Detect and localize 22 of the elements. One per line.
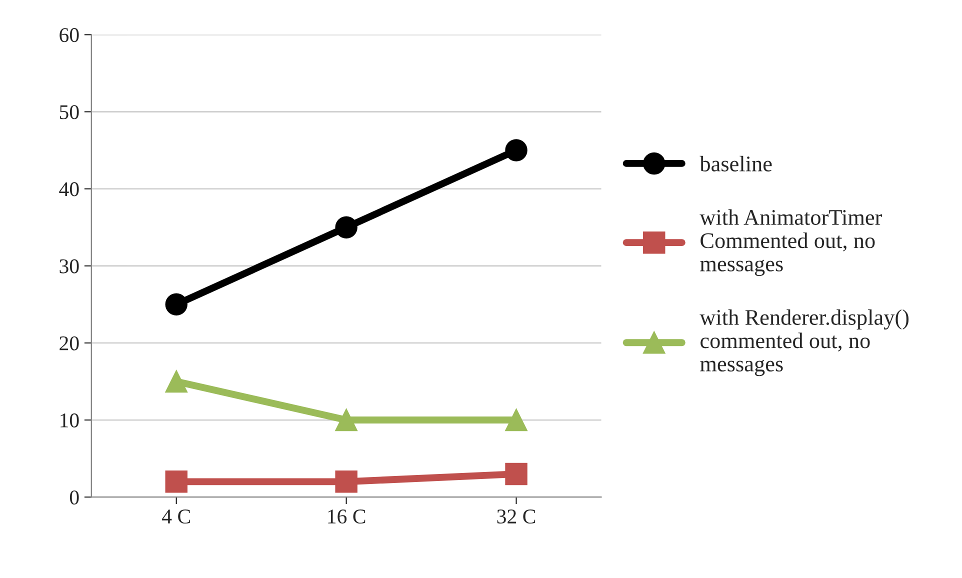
y-tick-label: 0 [70, 490, 79, 505]
x-tick-label: 16 C [328, 510, 366, 524]
x-tick-label: 4 C [162, 510, 190, 524]
point [335, 216, 358, 238]
y-tick-label: 40 [59, 182, 79, 196]
y-tick-label: 60 [60, 28, 79, 42]
point [505, 139, 528, 162]
point [335, 470, 358, 493]
y-tick-label: 30 [60, 259, 79, 274]
legend-label: with AnimatorTimer Commented out, no messages [700, 209, 882, 276]
point [335, 408, 358, 432]
x-tick-label: 32 C [497, 510, 536, 524]
point [165, 370, 188, 393]
point [165, 470, 188, 493]
legend-label: baseline [700, 156, 772, 172]
point [505, 408, 528, 432]
legend-label: with Renderer.display() commented out, no messages [700, 309, 909, 376]
y-tick-label: 10 [60, 413, 79, 428]
point [165, 293, 188, 316]
y-tick-label: 20 [60, 336, 79, 350]
point [505, 462, 528, 486]
y-tick-label: 50 [60, 105, 79, 120]
